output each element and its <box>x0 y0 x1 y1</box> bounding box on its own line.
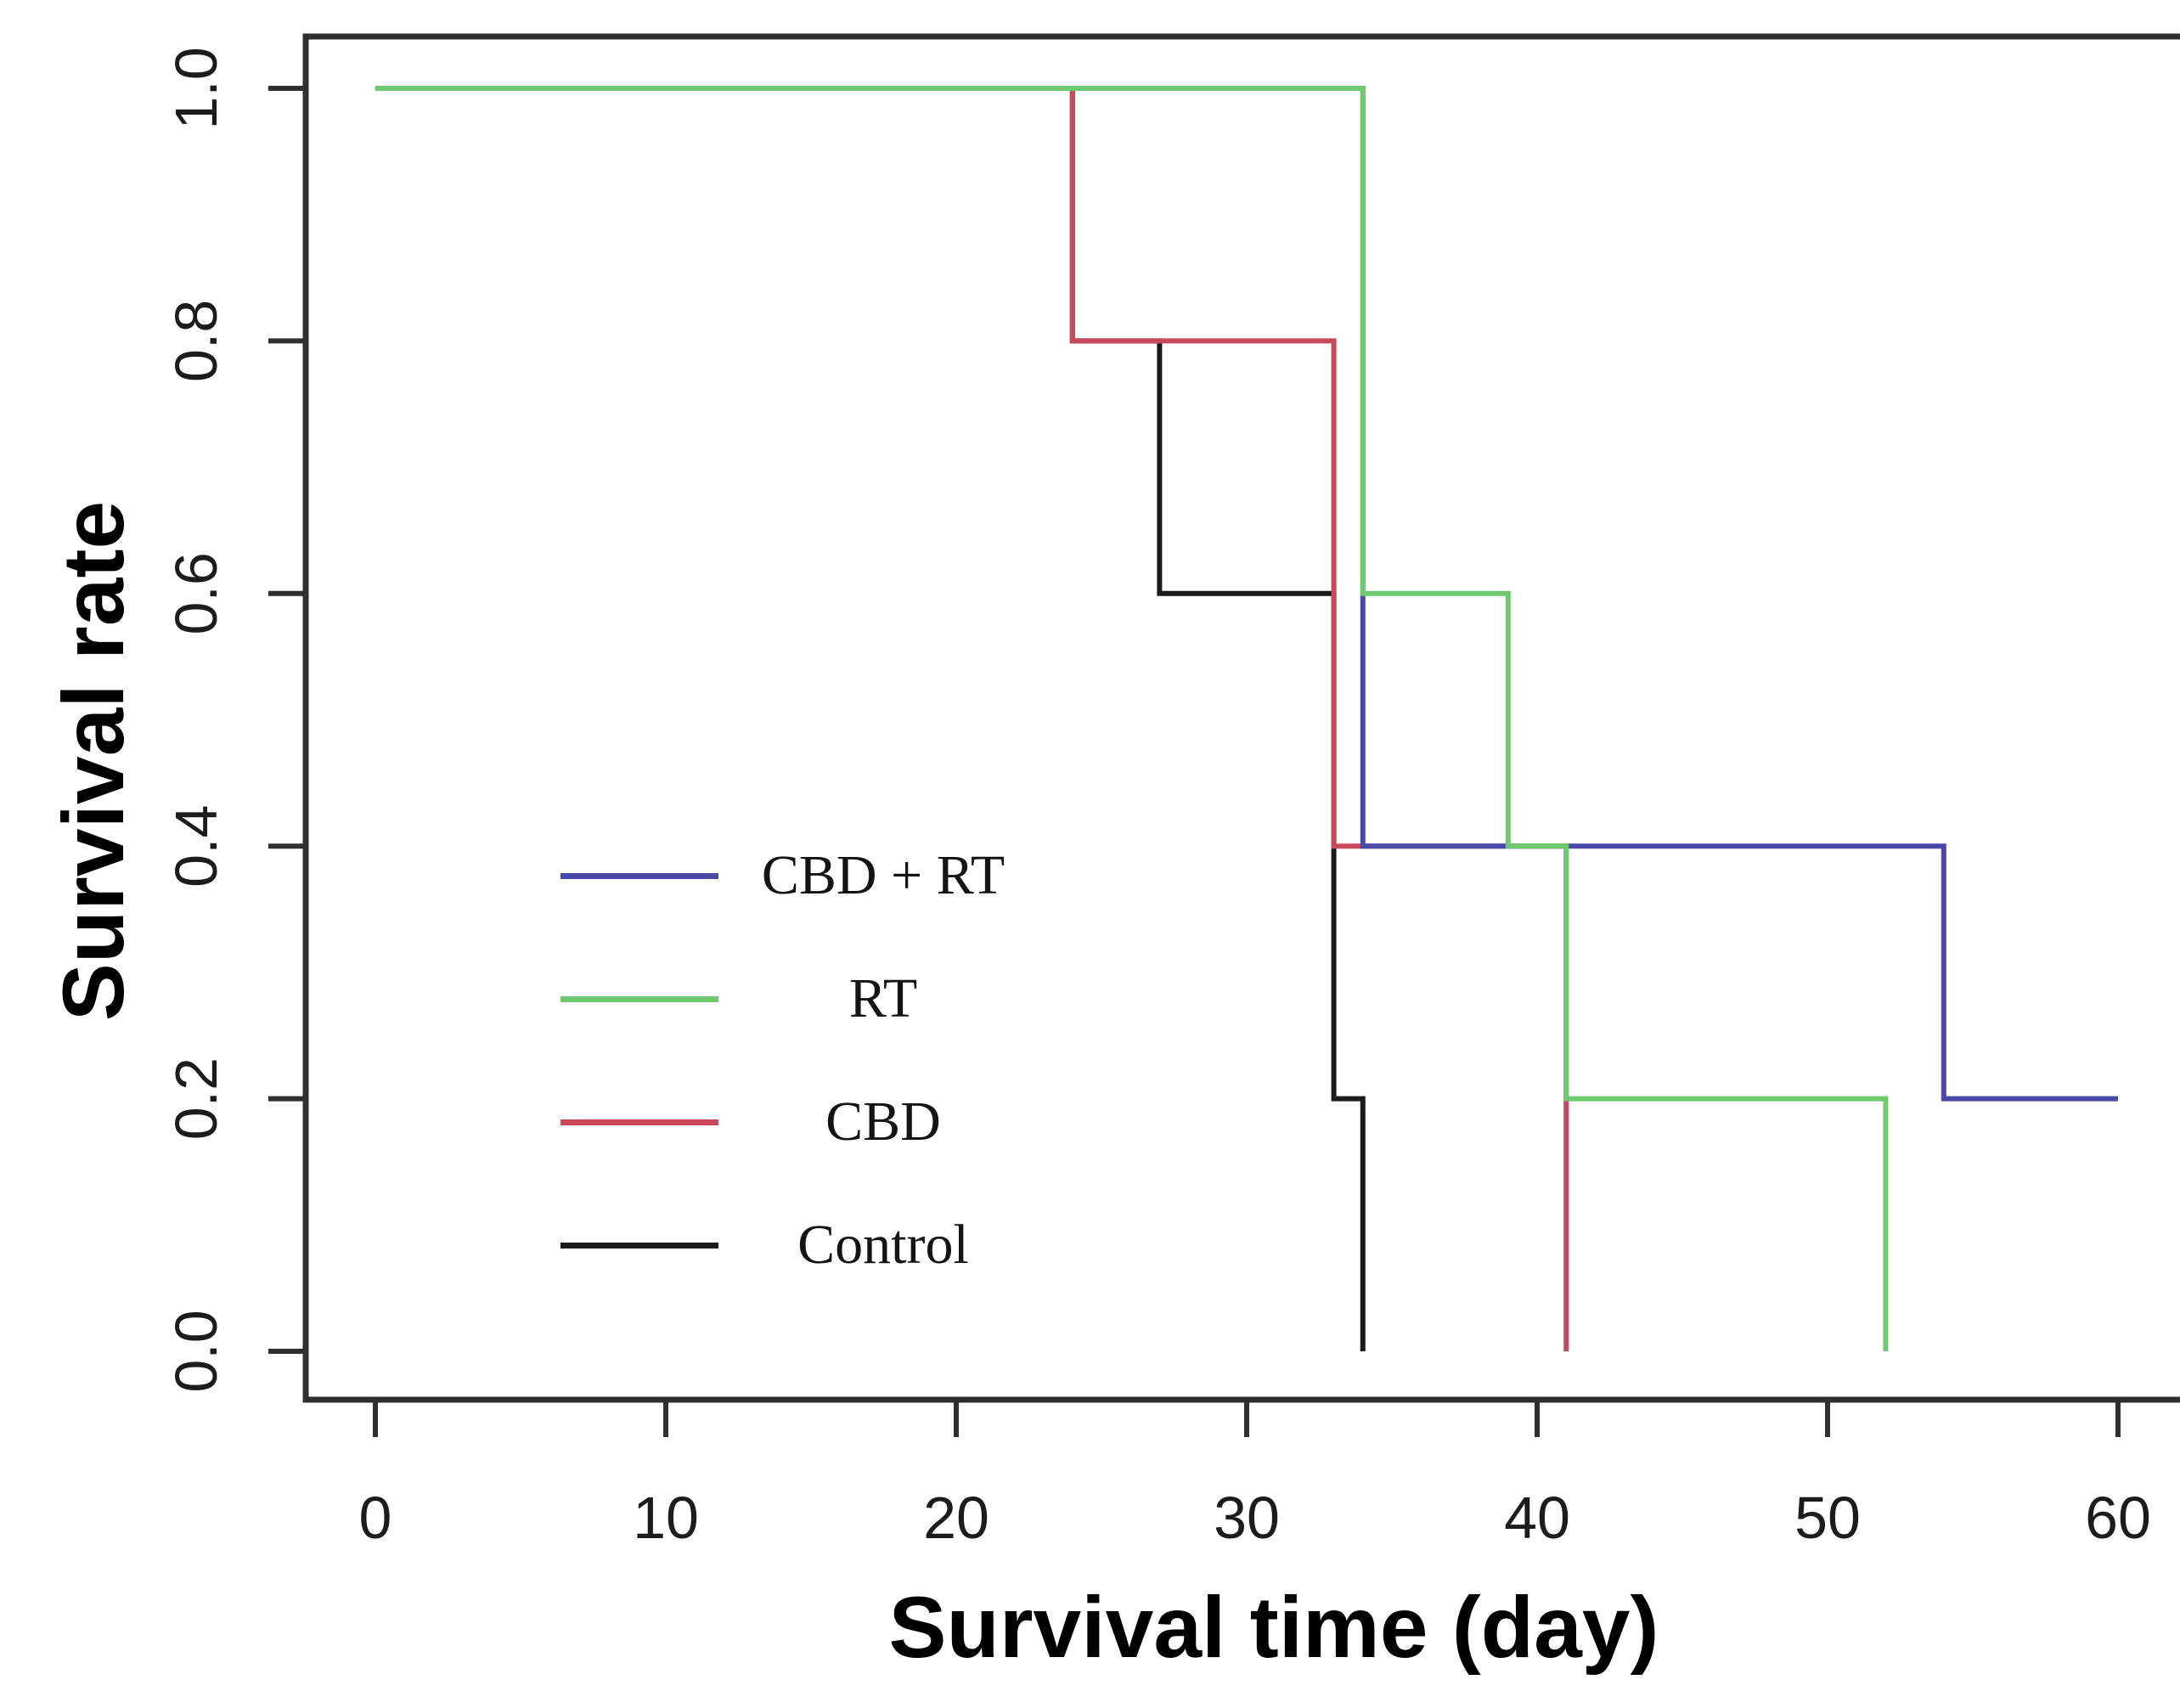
legend-line-rt-icon <box>560 996 718 1002</box>
legend-item-rt: RT <box>510 961 1257 1037</box>
x-tick-label: 10 <box>633 1485 699 1551</box>
y-tick-label: 0.2 <box>163 1057 229 1140</box>
x-tick-label: 20 <box>923 1485 989 1551</box>
legend-item-cbd-rt: CBD + RT <box>510 837 1257 914</box>
legend-label-cbd-rt: CBD + RT <box>761 844 1006 906</box>
y-tick-label: 0.0 <box>163 1310 229 1392</box>
curve-rt <box>375 86 1889 1351</box>
y-axis-title: Survival rate <box>45 501 142 1021</box>
legend-label-cbd: CBD <box>825 1091 941 1153</box>
y-tick-label: 1.0 <box>163 47 229 129</box>
legend-label-control: Control <box>797 1214 969 1276</box>
legend-item-control: Control <box>510 1207 1257 1283</box>
x-tick-label: 30 <box>1214 1485 1280 1551</box>
y-tick-label: 0.4 <box>163 805 229 888</box>
x-tick-label: 50 <box>1794 1485 1861 1551</box>
y-tick-label: 0.6 <box>163 552 229 634</box>
legend-line-control-icon <box>560 1243 718 1249</box>
plot-canvas: 0 10 20 30 40 50 60 0.0 0.2 0.4 0.6 0.8 1.0 Survival … <box>45 33 2180 1676</box>
x-axis-title: Survival time (day) <box>889 1579 1659 1676</box>
x-tick-label: 60 <box>2085 1485 2151 1551</box>
legend-label-rt: RT <box>848 967 918 1029</box>
y-tick-label: 0.8 <box>163 300 229 382</box>
x-tick-label: 0 <box>359 1485 392 1551</box>
survival-chart: 0 10 20 30 40 50 60 0.0 0.2 0.4 0.6 0.8 1.0 Survival … <box>34 14 2180 1694</box>
legend: CBD + RT RT CBD Control <box>510 812 1274 1322</box>
x-tick-label: 40 <box>1504 1485 1570 1551</box>
legend-item-cbd: CBD <box>510 1084 1257 1160</box>
legend-line-cbd-icon <box>560 1119 718 1125</box>
legend-line-cbd-rt-icon <box>560 873 718 879</box>
